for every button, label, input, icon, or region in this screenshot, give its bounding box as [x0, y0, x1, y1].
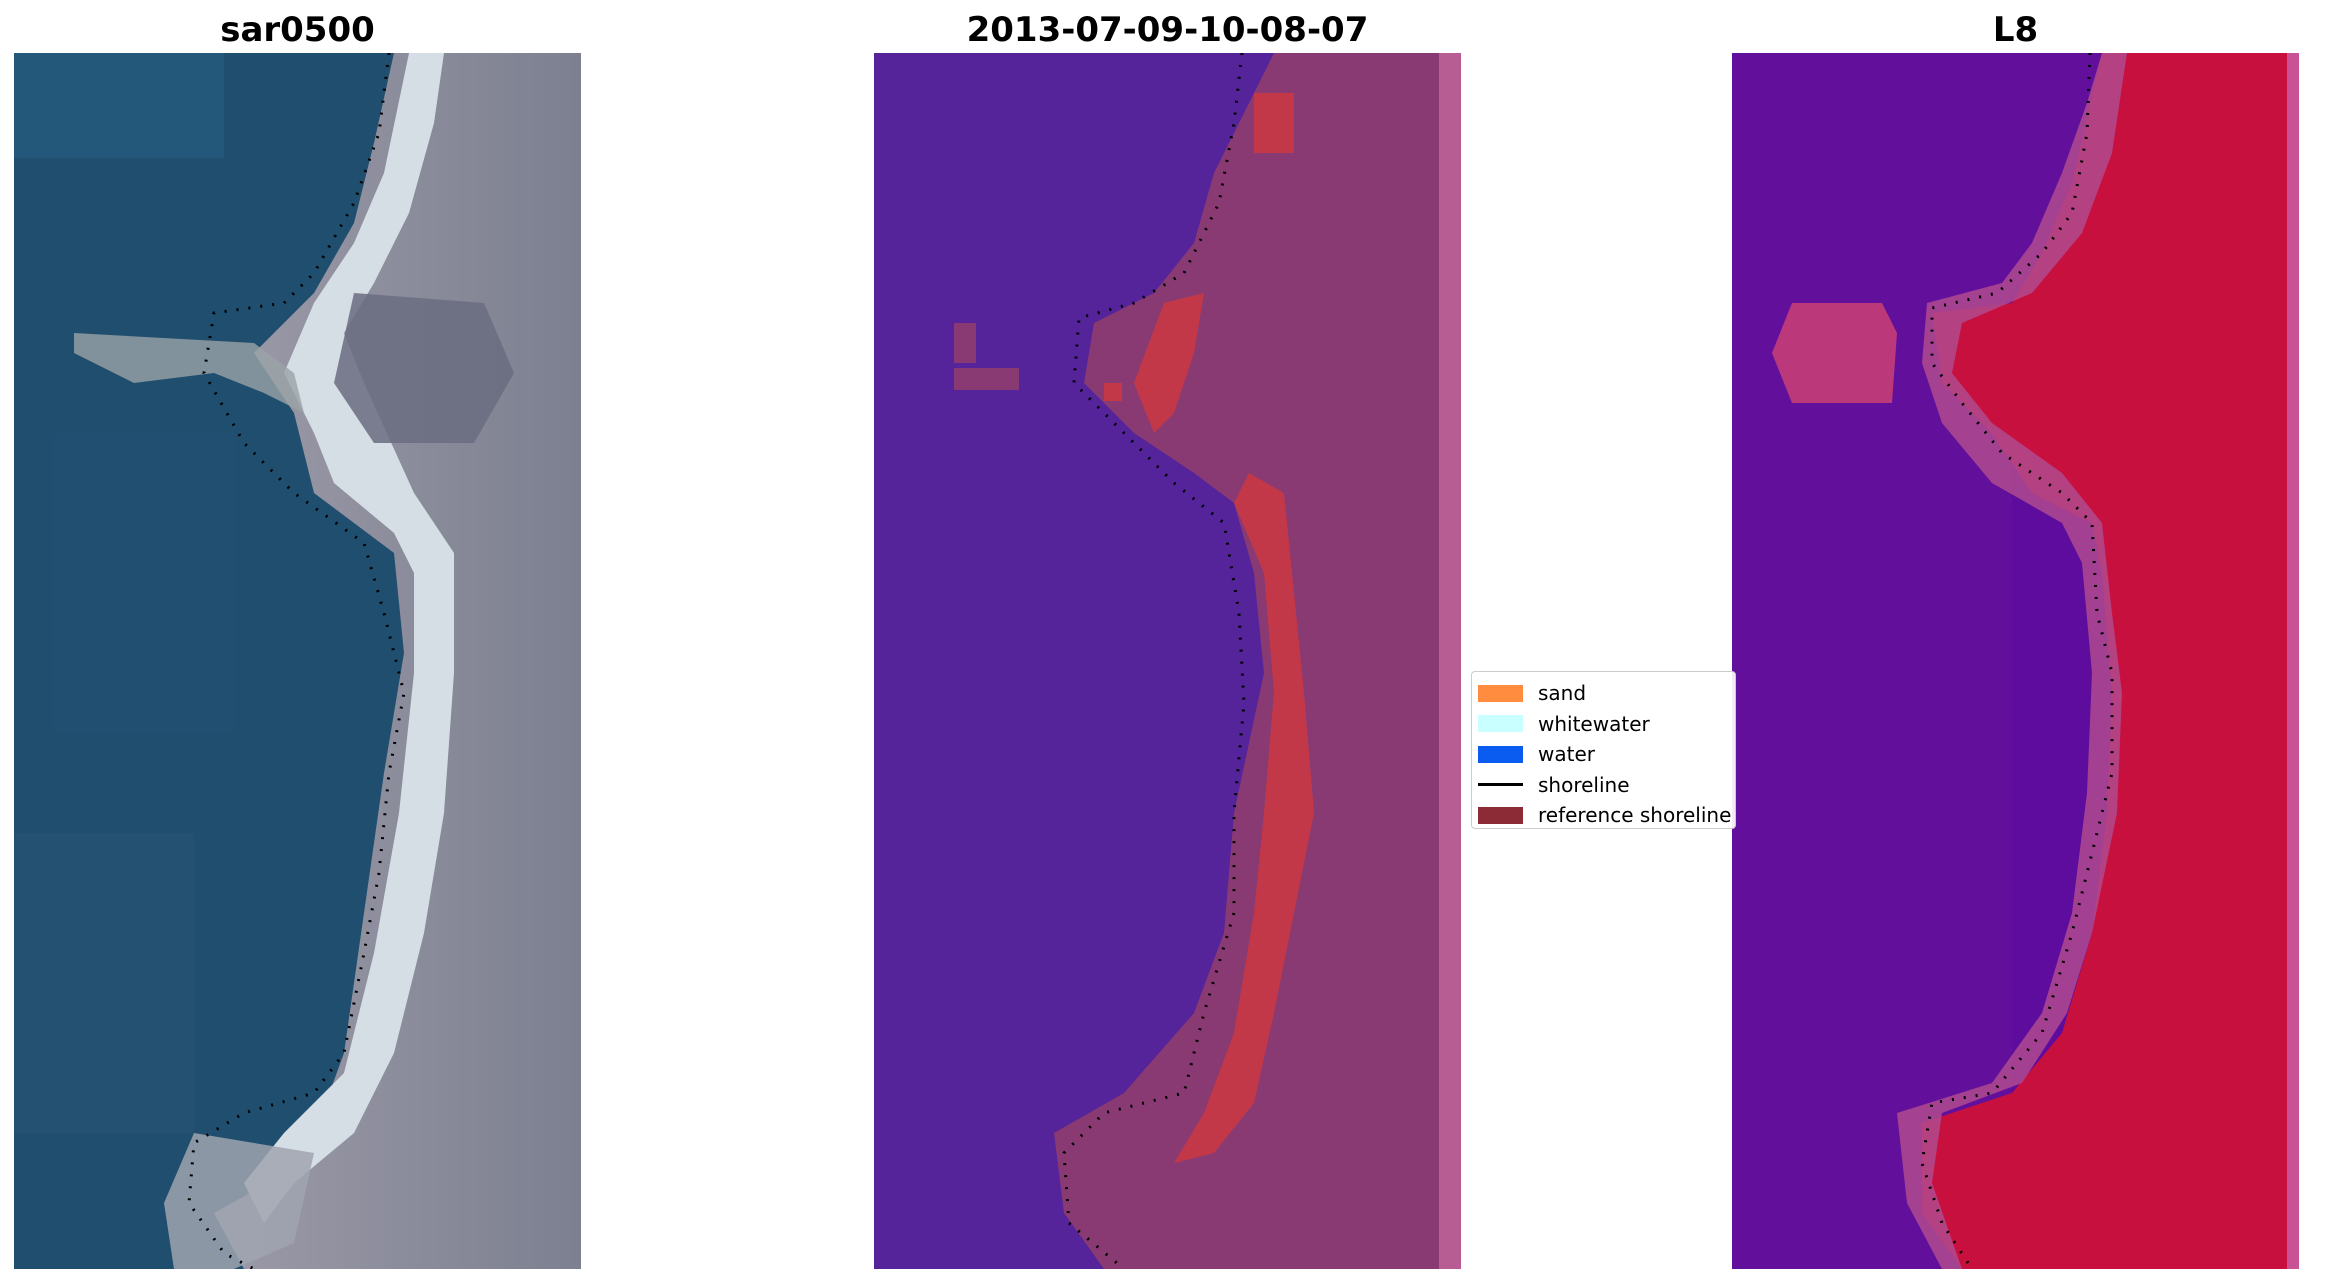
legend-item-shoreline: shoreline [1472, 770, 1735, 801]
classified-image [874, 53, 1461, 1269]
legend-line-shoreline [1478, 783, 1523, 787]
classified-image-panel [874, 53, 1461, 1269]
legend-label: whitewater [1538, 711, 1650, 736]
rgb-satellite-image [14, 53, 581, 1269]
legend-label: shoreline [1538, 772, 1630, 797]
legend-swatch-water [1478, 745, 1523, 763]
legend-swatch-whitewater [1478, 715, 1523, 733]
panel-title-rgb: sar0500 [220, 10, 375, 50]
legend: sand whitewater water shoreline referenc… [1471, 671, 1736, 829]
legend-label: water [1538, 742, 1595, 767]
legend-item-whitewater: whitewater [1472, 709, 1735, 740]
panel-title-classified: 2013-07-09-10-08-07 [966, 10, 1369, 50]
panel-title-index: L8 [1992, 10, 2039, 50]
legend-item-sand: sand [1472, 678, 1735, 709]
legend-item-reference-shoreline: reference shoreline [1472, 800, 1735, 828]
rgb-image-panel [14, 53, 581, 1269]
index-image-panel [1732, 53, 2299, 1269]
index-image [1732, 53, 2299, 1269]
legend-swatch-reference-shoreline [1478, 806, 1523, 824]
legend-label: sand [1538, 681, 1587, 706]
classified-shoreline-line [1062, 53, 1246, 1269]
index-shoreline-line [1920, 53, 2114, 1269]
legend-item-water: water [1472, 739, 1735, 770]
legend-swatch-sand [1478, 684, 1523, 702]
legend-label: reference shoreline [1538, 803, 1732, 828]
